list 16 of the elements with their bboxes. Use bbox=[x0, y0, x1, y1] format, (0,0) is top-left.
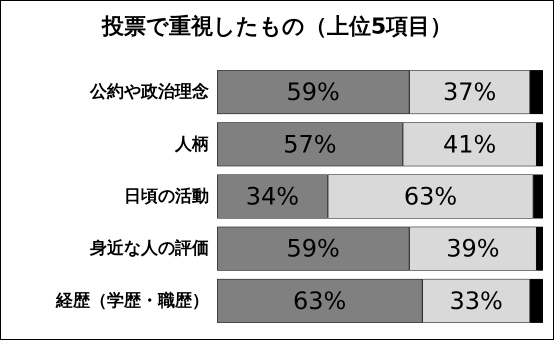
y-tick-label: 人柄 bbox=[174, 134, 209, 154]
chart-title: 投票で重視したもの（上位5項目） bbox=[100, 14, 452, 40]
data-label: 41% bbox=[442, 130, 496, 158]
y-tick-label: 身近な人の評価 bbox=[89, 238, 209, 259]
y-tick-label: 経歴（学歴・職歴） bbox=[55, 290, 209, 311]
data-label: 59% bbox=[286, 234, 340, 263]
data-label: 33% bbox=[450, 286, 503, 315]
y-tick-label: 日頃の活動 bbox=[124, 186, 209, 206]
data-label: 59% bbox=[286, 78, 340, 106]
data-label: 37% bbox=[442, 78, 496, 106]
data-label: 63% bbox=[293, 286, 346, 315]
data-label: 34% bbox=[246, 182, 300, 210]
data-label: 57% bbox=[283, 130, 337, 158]
data-label: 39% bbox=[446, 234, 500, 263]
y-tick-label: 公約や政治理念 bbox=[89, 82, 209, 102]
data-label: 63% bbox=[404, 182, 458, 210]
